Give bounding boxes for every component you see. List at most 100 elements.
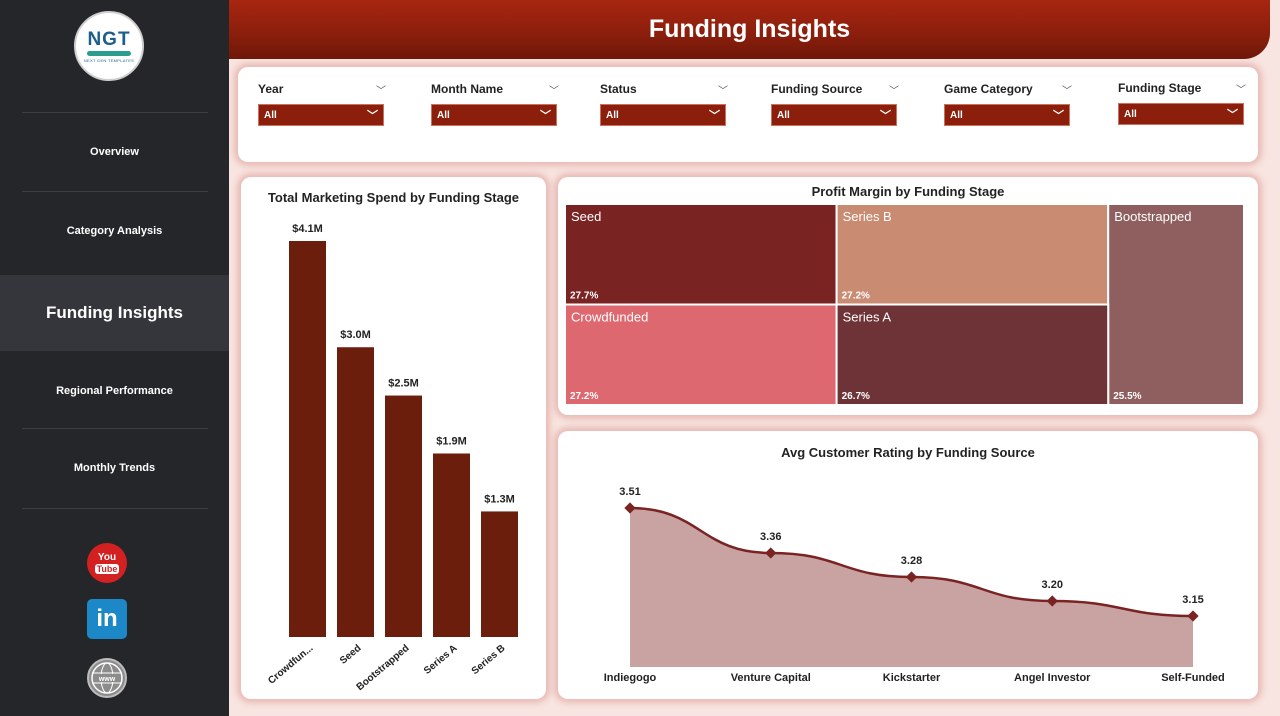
bar-category-label: Crowdfun... xyxy=(266,643,315,687)
treemap-tile-value: 27.7% xyxy=(570,291,598,302)
logo-subtitle: NEXT GEN TEMPLATES xyxy=(83,57,135,63)
data-point-2 xyxy=(905,571,918,583)
bar-value-label: $2.5M xyxy=(388,378,419,390)
filter-panel: Year ﹀ All ﹀ Month Name ﹀ All ﹀ Status ﹀… xyxy=(238,67,1258,162)
treemap-tile-value: 26.7% xyxy=(842,391,870,402)
chevron-down-icon: ﹀ xyxy=(880,110,891,122)
treemap-tile-name: Crowdfunded xyxy=(571,310,648,325)
dropdown-value: All xyxy=(437,109,450,121)
x-axis-label: Angel Investor xyxy=(1014,672,1091,684)
nav-item-label: Category Analysis xyxy=(66,225,163,237)
nav-item-category-analysis[interactable]: Category Analysis xyxy=(0,192,229,270)
chevron-down-icon[interactable]: ﹀ xyxy=(549,86,559,97)
filter-label: Funding Source xyxy=(771,82,863,96)
treemap-tile-name: Series B xyxy=(843,209,892,224)
chevron-down-icon[interactable]: ﹀ xyxy=(1062,86,1072,97)
linkedin-icon-text: in xyxy=(96,605,118,632)
data-point-4 xyxy=(1187,610,1199,622)
bar-category-label: Series A xyxy=(422,643,459,677)
profit-margin-treemap: Seed 27.7% Series B 27.2% Bootstrapped 25.5% C… xyxy=(564,203,1246,406)
treemap-tile-value: 25.5% xyxy=(1113,391,1141,402)
marketing-spend-chart-card: Total Marketing Spend by Funding Stage $… xyxy=(241,177,546,699)
x-axis-label: Kickstarter xyxy=(883,672,941,684)
chevron-down-icon[interactable]: ﹀ xyxy=(1236,85,1246,96)
chevron-down-icon[interactable]: ﹀ xyxy=(889,86,899,97)
bar-0 xyxy=(289,241,326,637)
filter-month-name: Month Name ﹀ All ﹀ xyxy=(431,82,559,126)
filter-funding-source: Funding Source ﹀ All ﹀ xyxy=(771,82,899,126)
nav-divider xyxy=(22,112,208,113)
customer-rating-area-chart: 3.51 Indiegogo 3.36 Venture Capital 3.28 Kick… xyxy=(604,486,1225,684)
bar-value-label: $1.9M xyxy=(436,435,467,447)
nav-item-overview[interactable]: Overview xyxy=(0,113,229,190)
data-point-label: 3.28 xyxy=(901,555,922,567)
dropdown-value: All xyxy=(264,109,277,121)
logo-mark: NGT xyxy=(87,28,131,50)
status-dropdown[interactable]: All ﹀ xyxy=(600,104,726,126)
bar-value-label: $1.3M xyxy=(484,493,515,505)
chevron-down-icon: ﹀ xyxy=(367,110,378,122)
nav-item-label: Regional Performance xyxy=(56,384,173,397)
linkedin-icon[interactable]: in xyxy=(87,599,127,639)
nav-item-regional-performance[interactable]: Regional Performance xyxy=(0,353,229,428)
bar-1 xyxy=(337,347,374,637)
nav-item-monthly-trends[interactable]: Monthly Trends xyxy=(0,429,229,507)
treemap-tile-2 xyxy=(1107,203,1246,406)
data-point-label: 3.51 xyxy=(619,486,640,498)
data-point-label: 3.20 xyxy=(1042,579,1063,591)
filter-game-category: Game Category ﹀ All ﹀ xyxy=(944,82,1072,126)
bar-value-label: $4.1M xyxy=(292,223,323,235)
x-axis-label: Self-Funded xyxy=(1161,672,1225,684)
game-category-dropdown[interactable]: All ﹀ xyxy=(944,104,1070,126)
youtube-icon[interactable]: You Tube xyxy=(87,543,127,583)
marketing-spend-bar-chart: $4.1M Crowdfun... $3.0M Seed $2.5M Bootstrapp… xyxy=(266,223,518,693)
nav-divider xyxy=(22,428,208,429)
bar-category-label: Bootstrapped xyxy=(355,643,412,693)
nav-item-funding-insights[interactable]: Funding Insights xyxy=(0,275,229,351)
funding-source-dropdown[interactable]: All ﹀ xyxy=(771,104,897,126)
main-area: Funding Insights Year ﹀ All ﹀ Month Name… xyxy=(229,0,1280,716)
chevron-down-icon[interactable]: ﹀ xyxy=(376,86,386,97)
x-axis-label: Indiegogo xyxy=(604,672,657,684)
sidebar: NGT NEXT GEN TEMPLATES Overview Category… xyxy=(0,0,229,716)
nav-item-label: Funding Insights xyxy=(46,303,183,322)
treemap-tile-name: Bootstrapped xyxy=(1114,209,1191,224)
profit-margin-chart-card: Profit Margin by Funding Stage Seed 27.7%… xyxy=(558,177,1258,415)
logo-swoosh-icon xyxy=(87,50,131,56)
month-name-dropdown[interactable]: All ﹀ xyxy=(431,104,557,126)
customer-rating-chart-card: Avg Customer Rating by Funding Source 3.… xyxy=(558,431,1258,699)
globe-icon-text: www xyxy=(98,676,116,683)
page-title: Funding Insights xyxy=(648,15,851,43)
dropdown-value: All xyxy=(606,109,619,121)
filter-label: Year xyxy=(258,82,284,96)
funding-stage-dropdown[interactable]: All ﹀ xyxy=(1118,103,1244,125)
treemap-tile-3 xyxy=(564,303,838,406)
nav-item-label: Overview xyxy=(90,145,139,158)
filter-funding-stage: Funding Stage ﹀ All ﹀ xyxy=(1118,81,1246,125)
nav-item-label: Monthly Trends xyxy=(73,462,156,474)
bar-2 xyxy=(385,395,422,637)
treemap-tile-value: 27.2% xyxy=(570,391,598,402)
dropdown-value: All xyxy=(777,109,790,121)
bar-3 xyxy=(433,453,470,637)
area-fill xyxy=(630,508,1193,667)
year-dropdown[interactable]: All ﹀ xyxy=(258,104,384,126)
filter-label: Month Name xyxy=(431,82,503,96)
ngt-logo[interactable]: NGT NEXT GEN TEMPLATES xyxy=(74,11,144,81)
dropdown-value: All xyxy=(950,109,963,121)
x-axis-label: Venture Capital xyxy=(731,672,811,684)
globe-icon[interactable]: www xyxy=(87,658,127,698)
chevron-down-icon[interactable]: ﹀ xyxy=(718,86,728,97)
treemap-tile-name: Seed xyxy=(571,209,601,224)
dropdown-value: All xyxy=(1124,108,1137,120)
bar-category-label: Seed xyxy=(338,643,363,667)
chart-title: Avg Customer Rating by Funding Source xyxy=(781,445,1035,460)
chart-title: Profit Margin by Funding Stage xyxy=(811,184,1005,199)
filter-status: Status ﹀ All ﹀ xyxy=(600,82,728,126)
treemap-tile-4 xyxy=(835,303,1110,406)
data-point-3 xyxy=(1046,595,1058,607)
chevron-down-icon: ﹀ xyxy=(540,110,551,122)
treemap-tile-0 xyxy=(564,203,838,306)
filter-year: Year ﹀ All ﹀ xyxy=(258,82,386,126)
treemap-tile-value: 27.2% xyxy=(842,291,870,302)
